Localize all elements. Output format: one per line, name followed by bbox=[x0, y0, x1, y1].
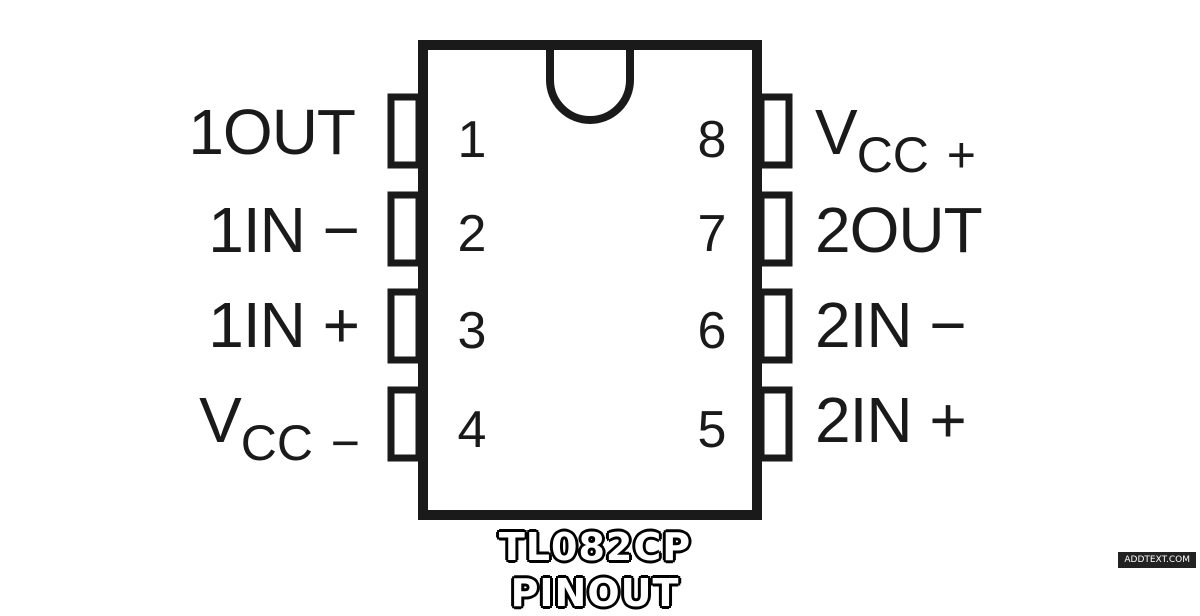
pin-label-3: 1IN + bbox=[208, 293, 360, 357]
pin-label-4: VCC − bbox=[199, 388, 360, 468]
watermark: ADDTEXT.COM bbox=[1118, 552, 1196, 568]
pin-label-8-sub: CC bbox=[856, 127, 929, 183]
pin-label-7-name: 2OUT bbox=[815, 194, 983, 266]
pin-label-5: 2IN + bbox=[815, 388, 967, 452]
pin-lead-8 bbox=[757, 93, 793, 169]
pin-label-7: 2OUT bbox=[815, 198, 983, 262]
pin-number-1: 1 bbox=[457, 111, 487, 169]
pin-number-6: 6 bbox=[697, 302, 727, 360]
chip-diagram bbox=[387, 40, 793, 520]
pin-label-5-suffix: + bbox=[929, 384, 967, 456]
pin-label-1-name: 1OUT bbox=[188, 96, 356, 168]
pin-label-8-suffix: + bbox=[946, 127, 976, 183]
pin-number-7: 7 bbox=[697, 205, 727, 263]
pin-label-3-suffix: + bbox=[322, 289, 360, 361]
pin-label-2-name: 1IN bbox=[208, 194, 306, 266]
pin-number-5: 5 bbox=[697, 401, 727, 459]
pin-lead-6 bbox=[757, 288, 793, 364]
pin-lead-4 bbox=[387, 386, 423, 462]
pin-number-8: 8 bbox=[697, 111, 727, 169]
pin-label-4-suffix: − bbox=[330, 415, 360, 471]
pin-label-4-name: V bbox=[199, 384, 242, 456]
pin-label-2-suffix: − bbox=[322, 194, 360, 266]
pin-label-6-suffix: − bbox=[929, 289, 967, 361]
pin-label-1: 1OUT bbox=[188, 100, 356, 164]
pin-label-6: 2IN − bbox=[815, 293, 967, 357]
pin-label-6-name: 2IN bbox=[815, 289, 913, 361]
pin-label-4-sub: CC bbox=[240, 415, 314, 471]
pin-label-2: 1IN − bbox=[208, 198, 360, 262]
pin-label-3-name: 1IN bbox=[208, 289, 306, 361]
pin-number-4: 4 bbox=[457, 401, 487, 459]
pin-lead-5 bbox=[757, 386, 793, 462]
pin-lead-1 bbox=[387, 93, 423, 169]
pin-label-8: VCC + bbox=[815, 100, 976, 180]
pin-label-8-name: V bbox=[815, 96, 858, 168]
pin-number-3: 3 bbox=[457, 302, 487, 360]
pin-number-2: 2 bbox=[457, 205, 487, 263]
pin-lead-2 bbox=[387, 191, 423, 267]
pin1-notch bbox=[546, 50, 634, 124]
pin-lead-3 bbox=[387, 288, 423, 364]
chip-body bbox=[418, 40, 762, 520]
pin-lead-7 bbox=[757, 191, 793, 267]
diagram-caption: TL082CP PINOUT bbox=[498, 525, 692, 615]
pin-label-5-name: 2IN bbox=[815, 384, 913, 456]
